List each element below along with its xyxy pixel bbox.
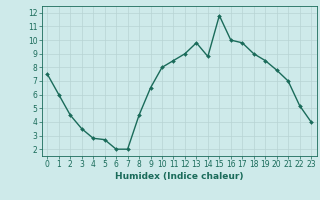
X-axis label: Humidex (Indice chaleur): Humidex (Indice chaleur) bbox=[115, 172, 244, 181]
